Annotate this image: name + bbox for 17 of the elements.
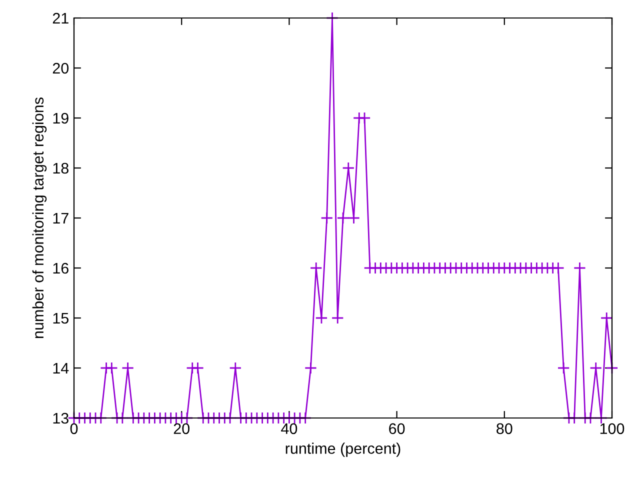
x-tick-label: 80 (496, 423, 512, 434)
x-tick-label: 20 (174, 423, 190, 434)
x-tick-label: 60 (389, 423, 405, 434)
x-axis-title: runtime (percent) (286, 442, 400, 457)
y-tick-label: 19 (53, 112, 68, 124)
x-tick-label: 100 (600, 423, 624, 434)
x-tick-label: 0 (70, 423, 78, 434)
y-tick-label: 14 (53, 363, 69, 374)
y-tick-label: 20 (52, 62, 69, 74)
y-axis-title: number of monitoring target regions (32, 98, 47, 338)
x-tick-label: 40 (281, 423, 298, 434)
y-tick-label: 17 (53, 213, 68, 224)
y-tick-label: 13 (53, 412, 68, 424)
y-tick-label: 18 (53, 162, 68, 174)
y-tick-label: 15 (53, 313, 68, 324)
y-tick-label: 16 (53, 262, 68, 274)
y-tick-label: 21 (52, 12, 68, 24)
